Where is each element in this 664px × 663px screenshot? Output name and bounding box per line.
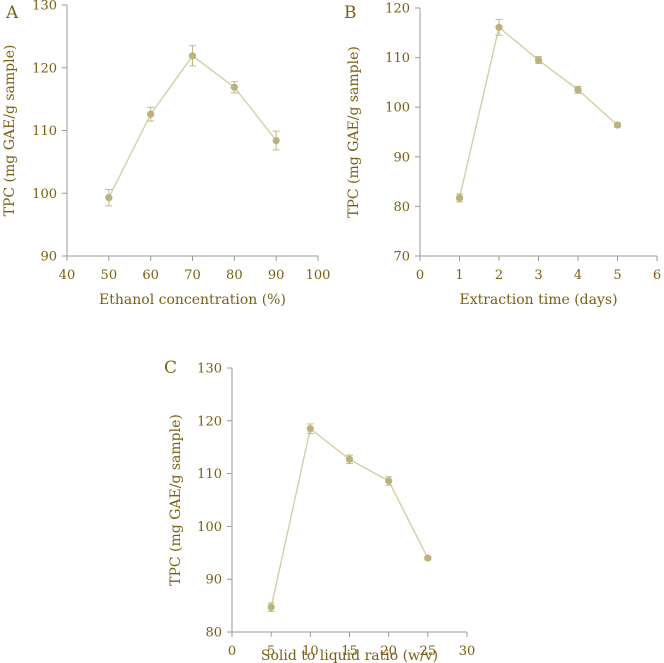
data-point (345, 455, 354, 463)
x-tick-label: 25 (420, 644, 437, 659)
x-tick-label: 3 (534, 268, 542, 283)
x-tick-label: 1 (455, 268, 463, 283)
y-axis-title: TPC (mg GAE/g sample) (346, 46, 362, 218)
data-point (534, 56, 543, 64)
x-tick-label: 90 (268, 268, 285, 283)
data-point (385, 477, 393, 485)
x-tick-label: 60 (142, 268, 159, 283)
x-tick-label: 30 (459, 644, 476, 659)
data-point (188, 52, 197, 60)
data-point (455, 194, 464, 202)
data-point (147, 110, 155, 118)
x-tick-label: 4 (574, 268, 582, 283)
y-tick-label: 90 (205, 573, 222, 588)
x-tick-label: 15 (341, 644, 358, 659)
x-tick-label: 20 (380, 644, 397, 659)
x-axis-title: Extraction time (days) (459, 292, 617, 308)
x-tick-label: 2 (495, 268, 503, 283)
x-tick-label: 50 (101, 268, 118, 283)
data-point (306, 425, 314, 433)
panel-c: C 80 90 100 110 120 130 0 5 10 15 20 25 30 Solid to li… (164, 358, 475, 663)
x-tick-label: 40 (59, 268, 76, 283)
panel-a: A 90 100 110 120 130 40 50 60 70 80 90 100 Ethanol co… (2, 0, 330, 308)
panel-label: B (344, 3, 357, 23)
y-tick-label: 130 (32, 0, 57, 14)
y-tick-label: 120 (385, 2, 410, 17)
y-axis-title: TPC (mg GAE/g sample) (168, 414, 184, 586)
x-axis-title: Ethanol concentration (%) (99, 292, 286, 308)
y-tick-label: 120 (197, 414, 222, 429)
y-axis-title: TPC (mg GAE/g sample) (2, 45, 18, 217)
y-tick-label: 120 (32, 61, 57, 76)
series-line (458, 26, 618, 199)
data-point (424, 554, 432, 562)
y-tick-label: 80 (393, 200, 410, 215)
panel-label: C (164, 358, 177, 378)
y-tick-label: 100 (197, 520, 222, 535)
x-tick-label: 0 (228, 644, 236, 659)
y-tick-label: 110 (32, 124, 57, 139)
y-tick-label: 90 (393, 150, 410, 165)
panel-label: A (5, 3, 19, 23)
data-point (613, 121, 622, 129)
y-tick-label: 90 (40, 250, 57, 265)
x-tick-label: 0 (416, 268, 424, 283)
y-tick-label: 110 (197, 467, 222, 482)
y-tick-label: 110 (385, 51, 410, 66)
data-point (105, 194, 113, 202)
x-tick-label: 6 (653, 268, 661, 283)
data-point (230, 83, 238, 91)
x-tick-label: 5 (613, 268, 621, 283)
y-tick-label: 100 (385, 101, 410, 116)
data-point (574, 86, 582, 94)
x-axis-title: Solid to liquid ratio (w/v) (261, 648, 438, 663)
x-tick-label: 80 (226, 268, 243, 283)
y-tick-label: 130 (197, 362, 222, 377)
x-tick-label: 100 (306, 268, 331, 283)
series-line (108, 54, 277, 198)
x-tick-label: 10 (302, 644, 319, 659)
x-tick-label: 70 (184, 268, 201, 283)
data-point (272, 136, 280, 145)
y-tick-label: 100 (32, 187, 57, 202)
panel-b: B 70 80 90 100 110 120 0 1 2 3 4 5 6 Extraction time (… (344, 2, 661, 309)
y-tick-label: 70 (393, 250, 410, 265)
data-point (267, 603, 275, 611)
y-tick-label: 80 (205, 626, 222, 641)
data-point (495, 23, 503, 31)
x-tick-label: 5 (267, 644, 275, 659)
